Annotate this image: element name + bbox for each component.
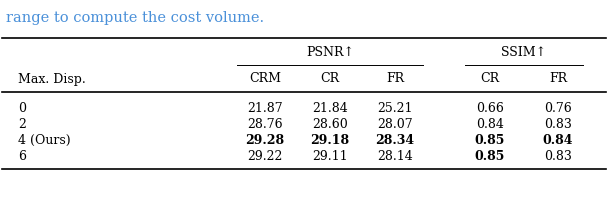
Text: 6: 6 [18, 150, 26, 162]
Text: 0.84: 0.84 [543, 134, 573, 146]
Text: SSIM↑: SSIM↑ [502, 46, 547, 60]
Text: 0.76: 0.76 [544, 102, 572, 114]
Text: Max. Disp.: Max. Disp. [18, 72, 86, 86]
Text: 0.84: 0.84 [476, 117, 504, 130]
Text: 28.14: 28.14 [377, 150, 413, 162]
Text: FR: FR [549, 72, 567, 86]
Text: 0.85: 0.85 [475, 150, 505, 162]
Text: 29.11: 29.11 [312, 150, 348, 162]
Text: 0.66: 0.66 [476, 102, 504, 114]
Text: CR: CR [320, 72, 339, 86]
Text: range to compute the cost volume.: range to compute the cost volume. [6, 11, 264, 25]
Text: 0: 0 [18, 102, 26, 114]
Text: 29.18: 29.18 [311, 134, 350, 146]
Text: 0.83: 0.83 [544, 150, 572, 162]
Text: 0.85: 0.85 [475, 134, 505, 146]
Text: 28.34: 28.34 [375, 134, 415, 146]
Text: CRM: CRM [249, 72, 281, 86]
Text: 25.21: 25.21 [377, 102, 413, 114]
Text: 21.84: 21.84 [312, 102, 348, 114]
Text: 0.83: 0.83 [544, 117, 572, 130]
Text: 28.60: 28.60 [312, 117, 348, 130]
Text: CR: CR [480, 72, 500, 86]
Text: 21.87: 21.87 [247, 102, 283, 114]
Text: 29.22: 29.22 [247, 150, 283, 162]
Text: 28.76: 28.76 [247, 117, 283, 130]
Text: FR: FR [386, 72, 404, 86]
Text: 29.28: 29.28 [246, 134, 285, 146]
Text: 4 (Ours): 4 (Ours) [18, 134, 71, 146]
Text: 2: 2 [18, 117, 26, 130]
Text: PSNR↑: PSNR↑ [306, 46, 354, 60]
Text: 28.07: 28.07 [377, 117, 413, 130]
